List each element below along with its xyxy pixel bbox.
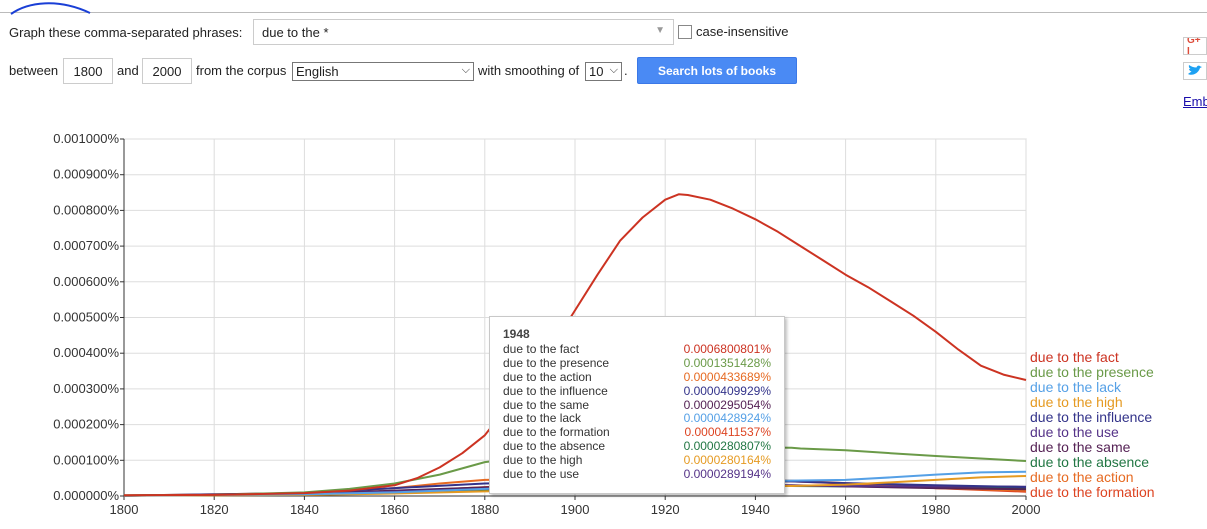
tooltip-series-value: 0.0000280164% [683, 453, 771, 468]
tooltip-row: due to the action 0.0000433689% [503, 369, 771, 385]
tooltip-series-name: due to the high [503, 453, 583, 468]
period-text: . [624, 63, 628, 78]
pen-scribble [10, 2, 91, 15]
x-tick-label: 1800 [110, 502, 139, 517]
tooltip-row: due to the formation 0.0000411537% [503, 425, 771, 440]
corpus-select[interactable]: English ⌵ [292, 62, 474, 81]
search-button[interactable]: Search lots of books [637, 57, 797, 84]
y-tick-label: 0.000100% [53, 452, 119, 467]
y-tick-label: 0.000200% [53, 417, 119, 432]
x-tick-label: 1840 [290, 502, 319, 517]
y-tick-label: 0.001000% [53, 131, 119, 146]
tooltip-series-name: due to the same [503, 397, 590, 412]
case-insensitive-label: case-insensitive [696, 24, 789, 39]
tooltip-row: due to the fact 0.0006800801% [503, 341, 771, 357]
tooltip-series-name: due to the formation [503, 425, 610, 440]
and-label: and [117, 63, 139, 78]
smoothing-select[interactable]: 10 ⌵ [585, 62, 622, 81]
tooltip-series-name: due to the fact [503, 341, 580, 356]
tooltip-row: due to the use 0.0000289194% [503, 467, 771, 482]
legend-label-presence: due to the presence [1030, 364, 1154, 380]
x-tick-label: 1900 [561, 502, 590, 517]
smoothing-value: 10 [589, 64, 604, 79]
between-label: between [9, 63, 59, 78]
x-tick-label: 1860 [380, 502, 409, 517]
y-tick-label: 0.000000% [53, 488, 119, 503]
tooltip-series-value: 0.0006800801% [683, 341, 771, 356]
smoothing-label: with smoothing of [478, 63, 580, 78]
y-tick-label: 0.000600% [53, 274, 119, 289]
y-tick-label: 0.000400% [53, 345, 119, 360]
tooltip-series-name: due to the use [503, 467, 580, 482]
legend-label-formation: due to the formation [1030, 484, 1155, 500]
chevron-down-icon: ⌵ [609, 64, 618, 76]
y-tick-label: 0.000700% [53, 238, 119, 253]
x-tick-label: 1940 [741, 502, 770, 517]
tooltip-series-value: 0.0000411537% [684, 425, 771, 440]
x-tick-label: 1880 [470, 502, 499, 517]
legend-label-high: due to the high [1030, 394, 1123, 410]
tooltip-row: due to the same 0.0000295054% [503, 397, 771, 413]
phrase-input[interactable]: due to the * ▼ [253, 19, 674, 45]
legend-label-influence: due to the influence [1030, 409, 1152, 425]
tooltip-series-name: due to the action [503, 369, 592, 384]
embed-link[interactable]: Emb [1183, 94, 1207, 109]
phrase-value: due to the * [262, 24, 329, 40]
hover-tooltip: 1948 due to the fact 0.0006800801% due to … [489, 316, 785, 494]
phrase-label: Graph these comma-separated phrases: [9, 25, 243, 40]
y-tick-label: 0.000300% [53, 381, 119, 396]
start-year-input[interactable]: 1800 [63, 58, 113, 84]
x-tick-label: 1960 [831, 502, 860, 517]
legend-label-action: due to the action [1030, 469, 1134, 485]
tooltip-series-value: 0.0000295054% [683, 397, 771, 412]
tooltip-row: due to the presence 0.0001351428% [503, 355, 771, 371]
tooltip-year: 1948 [503, 327, 530, 341]
tooltip-series-value: 0.0001351428% [683, 355, 771, 370]
chevron-down-icon: ⌵ [461, 64, 470, 76]
end-year-input[interactable]: 2000 [142, 58, 192, 84]
twitter-bird-icon [1188, 65, 1202, 75]
x-tick-label: 1820 [200, 502, 229, 517]
x-tick-label: 1920 [651, 502, 680, 517]
legend-label-absence: due to the absence [1030, 454, 1149, 470]
tooltip-series-name: due to the lack [503, 411, 582, 426]
tooltip-row: due to the lack 0.0000428924% [503, 412, 771, 426]
case-insensitive-checkbox[interactable] [678, 24, 692, 39]
x-tick-label: 2000 [1012, 502, 1041, 517]
tooltip-series-value: 0.0000289194% [683, 467, 771, 482]
case-insensitive-option[interactable]: case-insensitive [678, 24, 789, 39]
dropdown-arrow-icon[interactable]: ▼ [655, 25, 665, 36]
y-tick-label: 0.000500% [53, 310, 119, 325]
x-tick-label: 1980 [921, 502, 950, 517]
series-line-fact [123, 193, 1027, 497]
corpus-value: English [296, 64, 339, 79]
tooltip-series-value: 0.0000428924% [683, 411, 771, 426]
tooltip-rows: due to the fact 0.0006800801% due to the p… [503, 341, 771, 482]
tooltip-row: due to the absence 0.0000280807% [503, 439, 771, 454]
y-tick-label: 0.000900% [53, 167, 119, 182]
top-divider [0, 12, 1207, 13]
tooltip-row: due to the high 0.0000280164% [503, 453, 771, 468]
tooltip-series-name: due to the presence [503, 355, 610, 370]
tooltip-series-value: 0.0000433689% [683, 369, 771, 384]
tooltip-row: due to the influence 0.0000409929% [503, 383, 771, 399]
tooltip-series-value: 0.0000280807% [683, 439, 771, 454]
tooltip-series-name: due to the influence [503, 383, 608, 398]
tooltip-series-value: 0.0000409929% [683, 383, 771, 398]
legend-label-lack: due to the lack [1030, 379, 1122, 395]
legend-label-same: due to the same [1030, 439, 1131, 455]
y-tick-label: 0.000800% [53, 202, 119, 217]
tooltip-series-name: due to the absence [503, 439, 606, 454]
legend-label-fact: due to the fact [1030, 349, 1119, 365]
legend-label-use: due to the use [1030, 424, 1119, 440]
corpus-label: from the corpus [196, 63, 287, 78]
